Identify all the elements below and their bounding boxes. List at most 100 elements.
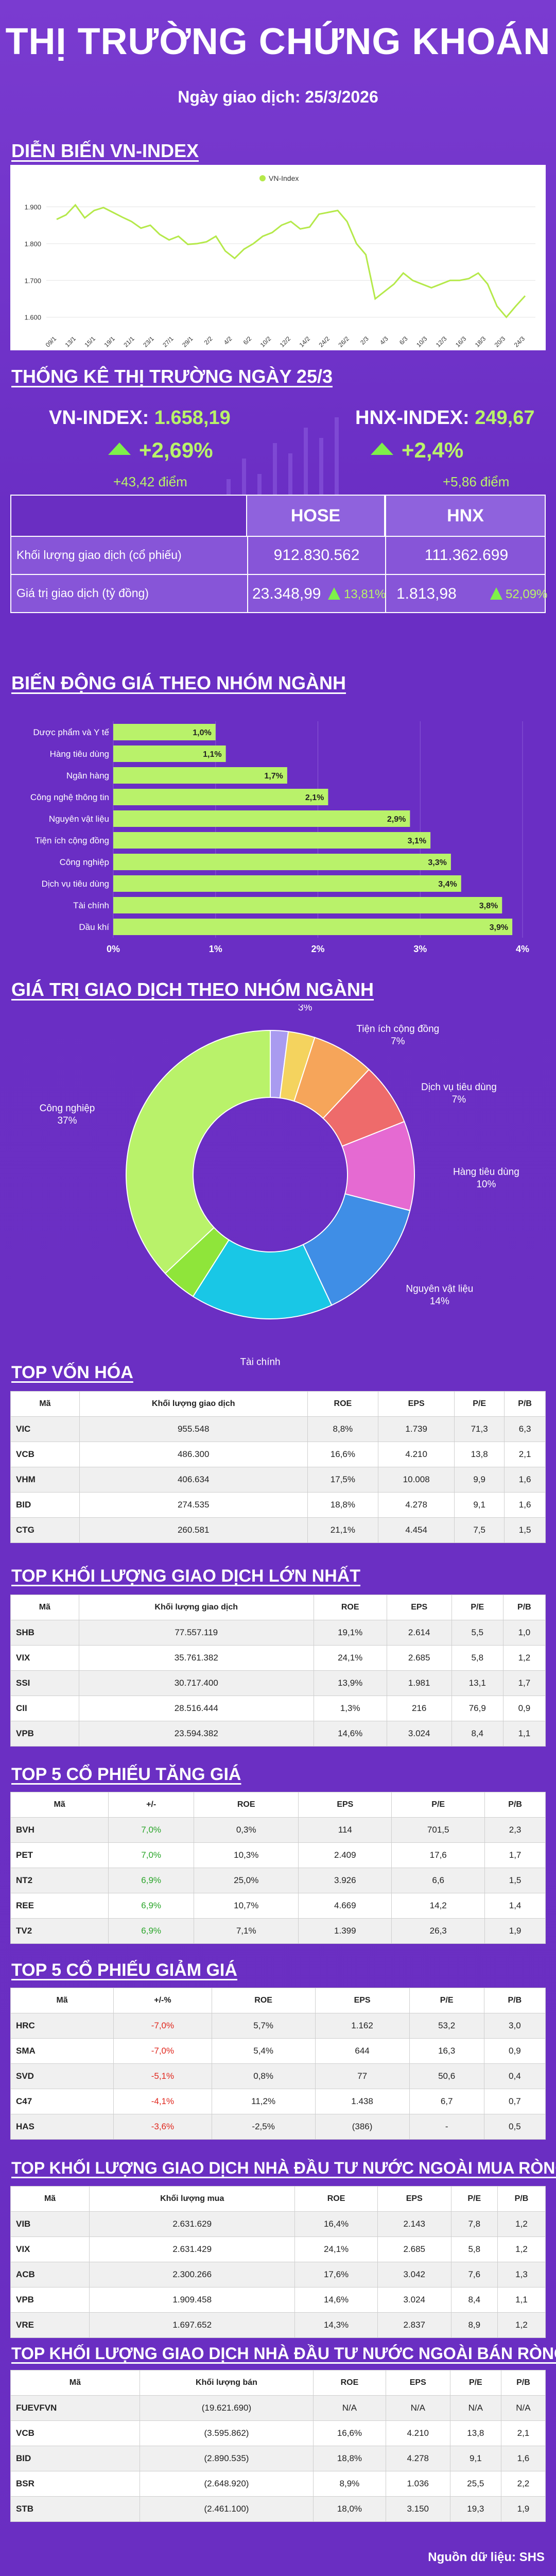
slice-label-line: Hàng tiêu dùng [453,1167,519,1178]
top-gainers-grid: Mã +/- ROE EPS P/E P/B BVH 7,0% 0,3% 114 701,5 2,3 P… [10,1792,546,1944]
slice-label-line: Dịch vụ tiêu dùng [421,1082,497,1093]
table-cell: 1,6 [504,1492,546,1518]
table-cell: 9,1 [454,1492,505,1518]
ticker-cell: BVH [10,1817,109,1843]
table-row: SHB 77.557.119 19,1% 2.614 5,5 1,0 [10,1620,546,1646]
ticker-cell: REE [10,1893,109,1919]
arrow-up-icon [328,587,340,600]
column-header: P/E [451,1595,503,1620]
table-cell: 2.300.266 [89,2262,296,2287]
x-tick-label: 16/3 [454,335,468,349]
table-row: BSR (2.648.920) 8,9% 1.036 25,5 2,2 [10,2471,546,2497]
table-cell: 5,4% [211,2038,316,2064]
table-cell: 7,1% [194,1918,299,1944]
ticker-cell: VIC [10,1416,80,1442]
sector-price-bar-chart: 0% 1% 2% 3% 4% Dược phẩm và Y tế 1,0% Hàng tiêu… [30,721,529,954]
x-tick-label: 4/2 [222,335,234,346]
table-cell: 23.594.382 [78,1721,314,1747]
ticker-cell: HAS [10,2114,114,2140]
slice-label-line: 3% [298,1005,312,1013]
table-cell: 1,4 [484,1893,546,1919]
table-cell: 955.548 [79,1416,308,1442]
ticker-cell: FUEVFVN [10,2395,140,2421]
page-title: THỊ TRƯỜNG CHỨNG KHOÁN [5,21,551,62]
column-header: ROE [211,1988,316,2013]
table-row: VRE 1.697.652 14,3% 2.837 8,9 1,2 [10,2312,546,2338]
table-cell: 1,9 [500,2496,546,2522]
column-header: Mã [10,2186,90,2212]
table-header-row: Mã Khối lượng giao dịch ROE EPS P/E P/B [10,1391,546,1417]
table-cell: 3.042 [377,2262,451,2287]
bar-value-label: 3,3% [428,858,446,867]
bar-value-label: 3,9% [490,923,508,932]
hnxindex-value: 249,67 [475,407,535,429]
table-cell: 3.150 [385,2496,450,2522]
category-label: Công nghiệp [60,857,109,867]
ticker-cell: ACB [10,2262,90,2287]
table-cell: 14,6% [313,1721,387,1747]
row-value-hnx-pct: 52,09% [506,587,548,601]
deco-bar [304,428,308,531]
foreign-sell-title: TOP KHỐI LƯỢNG GIAO DỊCH NHÀ ĐẦU TƯ NƯỚC… [11,2344,556,2363]
table-row: VCB 486.300 16,6% 4.210 13,8 2,1 [10,1442,546,1467]
table-cell: 16,4% [294,2211,378,2237]
table-cell: 1.981 [386,1670,452,1696]
row-value-hnx: 1.813,98 [396,585,457,602]
category-label: Dầu khí [79,922,109,932]
vnindex-value: 1.658,19 [154,407,231,429]
x-tick-label: 10/2 [259,335,273,349]
foreign-sell-grid: Mã Khối lượng bán ROE EPS P/E P/B FUEVFVN (19.6… [10,2370,546,2522]
ticker-cell: BSR [10,2471,140,2497]
y-tick-label: 1.900 [24,203,41,211]
table-cell: 28.516.444 [78,1696,314,1721]
deco-bar [319,438,323,531]
bar [113,919,513,935]
table-cell: 1,1 [502,1721,546,1747]
slice-label: Tiện ích cộng đồng 7% [356,1024,439,1047]
table-row: C47 -4,1% 11,2% 1.438 6,7 0,7 [10,2089,546,2114]
table-cell: 3.024 [377,2287,451,2313]
ticker-cell: C47 [10,2089,114,2114]
hnxindex-label: HNX-INDEX: 249,67 [355,407,534,429]
ticker-cell: VCB [10,2420,140,2446]
table-row: VPB 1.909.458 14,6% 3.024 8,4 1,1 [10,2287,546,2313]
hnxindex-pct: +2,4% [402,438,464,462]
top-gainers-title: TOP 5 CỔ PHIẾU TĂNG GIÁ [11,1765,241,1784]
slice-label: Hàng tiêu dùng 10% [453,1167,519,1190]
bar-value-label: 2,9% [387,815,406,824]
arrow-up-icon [371,442,393,455]
slice-label: Nguyên vật liệu 14% [406,1284,473,1307]
column-header: ROE [313,2370,386,2396]
slice-label-line: 37% [57,1115,77,1126]
ticker-cell: VPB [10,1721,79,1747]
table-header-row: Mã Khối lượng mua ROE EPS P/E P/B [10,2186,546,2212]
table-row: ACB 2.300.266 17,6% 3.042 7,6 1,3 [10,2262,546,2287]
table-cell: (386) [315,2114,410,2140]
table-cell: -7,0% [113,2013,212,2039]
table-cell: 1,6 [504,1467,546,1493]
column-header: EPS [315,1988,410,2013]
foreign-buy-table: Mã Khối lượng mua ROE EPS P/E P/B VIB 2.631.629… [10,2186,546,2338]
table-cell: 6,7 [409,2089,484,2114]
arrow-up-icon [108,442,131,455]
column-header: Khối lượng giao dịch [78,1595,314,1620]
x-tick-label: 15/1 [83,335,97,349]
table-cell: 0,9 [502,1696,546,1721]
table-cell: 1.909.458 [89,2287,296,2313]
table-header-row: Mã +/- ROE EPS P/E P/B [10,1792,546,1818]
table-cell: 13,9% [313,1670,387,1696]
table-header-row: Mã Khối lượng giao dịch ROE EPS P/E P/B [10,1595,546,1620]
table-cell: 2.685 [377,2236,451,2262]
ticker-cell: VIB [10,2211,90,2237]
x-tick-label: 19/1 [102,335,116,349]
bar-value-label: 3,8% [479,902,498,910]
table-cell: 5,8 [451,1645,503,1671]
table-cell: 2.143 [377,2211,451,2237]
table-row: SSI 30.717.400 13,9% 1.981 13,1 1,7 [10,1670,546,1696]
category-label: Nguyên vật liệu [49,814,109,824]
table-row: HAS -3,6% -2,5% (386) -0,5 [10,2114,546,2140]
y-tick-label: 1.800 [24,240,41,248]
table-cell: 1,9 [484,1918,546,1944]
vnindex-section-title: DIỄN BIẾN VN-INDEX [11,140,199,161]
x-tick-label: 12/2 [279,335,292,349]
